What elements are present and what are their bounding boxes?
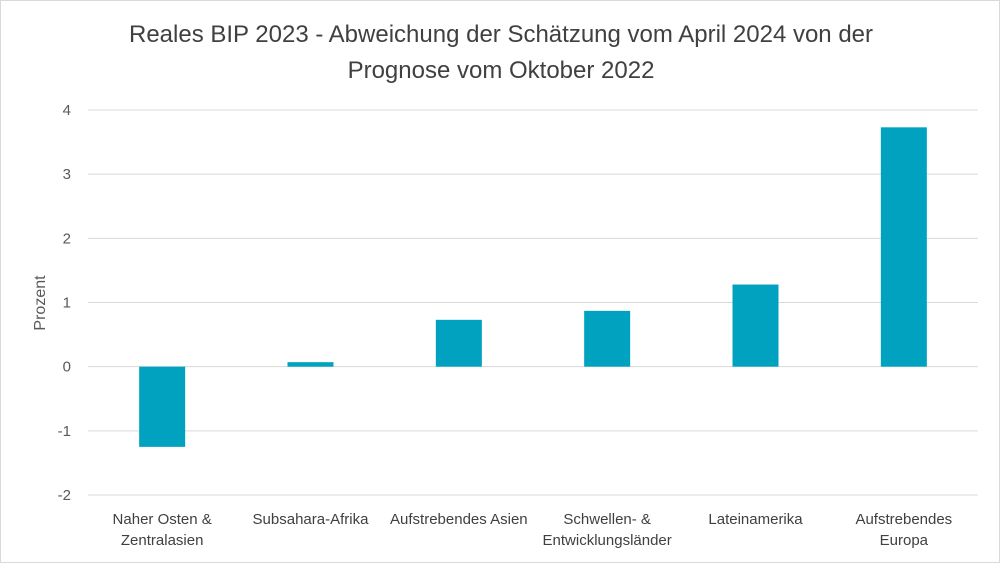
y-tick-label: 2 <box>63 230 71 247</box>
chart-title: Reales BIP 2023 - Abweichung der Schätzu… <box>1 17 1000 89</box>
bar <box>880 127 927 367</box>
x-tick-label: Lateinamerika <box>708 511 803 528</box>
x-tick-labels: Naher Osten & Zentralasien Subsahara-Afrik… <box>113 511 953 549</box>
bar <box>584 310 631 367</box>
chart-title-line-1: Reales BIP 2023 - Abweichung der Schätzu… <box>128 21 874 48</box>
x-tick-label: Naher Osten & Zentralasien <box>113 511 212 549</box>
y-tick-label: 4 <box>63 102 71 119</box>
bar <box>435 319 482 367</box>
grid-layer <box>88 109 978 496</box>
y-tick-label: -1 <box>58 423 71 440</box>
bar <box>732 284 779 367</box>
y-tick-label: -2 <box>58 487 71 504</box>
y-tick-label: 0 <box>63 359 71 376</box>
chart-title-line-2: Prognose vom Oktober 2022 <box>347 57 655 84</box>
x-tick-label: Subsahara-Afrika <box>253 511 370 528</box>
x-tick-label: Aufstrebendes Asien <box>390 511 528 528</box>
y-tick-label: 3 <box>63 166 71 183</box>
y-tick-labels: -2 -1 0 1 2 3 4 <box>58 102 71 504</box>
bar <box>287 362 334 367</box>
x-tick-label: Schwellen- & Entwicklungsländer <box>543 511 672 549</box>
x-tick-label: Aufstrebendes Europa <box>855 511 952 549</box>
y-tick-label: 1 <box>63 295 71 312</box>
bar-layer <box>139 127 927 447</box>
bar <box>139 366 186 447</box>
y-axis-label: Prozent <box>32 275 49 331</box>
